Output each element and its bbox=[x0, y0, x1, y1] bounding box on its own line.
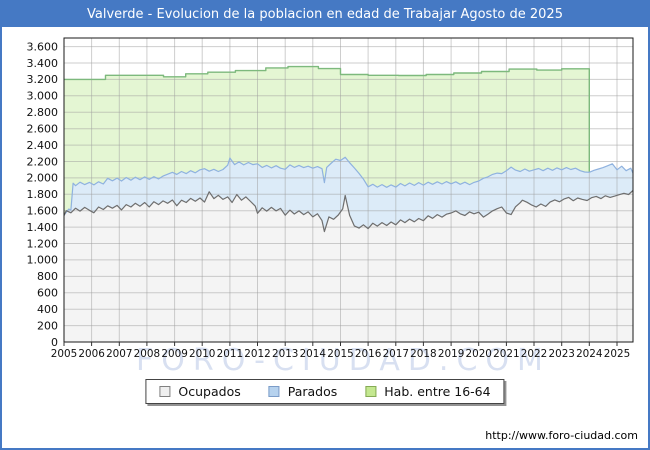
svg-text:3.200: 3.200 bbox=[27, 73, 59, 86]
svg-text:2022: 2022 bbox=[521, 348, 547, 360]
svg-text:2.600: 2.600 bbox=[27, 123, 59, 136]
svg-text:2014: 2014 bbox=[300, 348, 327, 360]
page-title: Valverde - Evolucion de la poblacion en … bbox=[2, 2, 648, 27]
legend-item-parados[interactable]: Parados bbox=[268, 384, 338, 399]
svg-text:0: 0 bbox=[51, 336, 58, 349]
svg-text:2008: 2008 bbox=[134, 348, 160, 360]
svg-text:2023: 2023 bbox=[548, 348, 574, 360]
svg-text:600: 600 bbox=[37, 287, 58, 300]
parados-swatch-icon bbox=[268, 386, 280, 397]
svg-text:1.600: 1.600 bbox=[27, 205, 59, 218]
svg-text:200: 200 bbox=[37, 319, 58, 332]
svg-text:3.400: 3.400 bbox=[27, 57, 59, 70]
svg-text:2011: 2011 bbox=[217, 348, 243, 360]
svg-text:2020: 2020 bbox=[465, 348, 491, 360]
svg-text:2021: 2021 bbox=[493, 348, 519, 360]
svg-text:2010: 2010 bbox=[189, 348, 215, 360]
legend-item-ocupados[interactable]: Ocupados bbox=[159, 384, 241, 399]
svg-text:400: 400 bbox=[37, 303, 58, 316]
svg-text:2017: 2017 bbox=[383, 348, 409, 360]
svg-text:2009: 2009 bbox=[161, 348, 187, 360]
legend-label-hab-16-64: Hab. entre 16-64 bbox=[384, 384, 491, 399]
svg-text:2012: 2012 bbox=[244, 348, 270, 360]
svg-text:1.400: 1.400 bbox=[27, 221, 59, 234]
svg-text:3.000: 3.000 bbox=[27, 90, 59, 103]
svg-text:2.200: 2.200 bbox=[27, 155, 59, 168]
footer-url-link[interactable]: http://www.foro-ciudad.com bbox=[485, 429, 638, 442]
svg-text:2.800: 2.800 bbox=[27, 106, 59, 119]
svg-text:1.200: 1.200 bbox=[27, 237, 59, 250]
legend: Ocupados Parados Hab. entre 16-64 bbox=[145, 379, 505, 404]
svg-text:800: 800 bbox=[37, 270, 58, 283]
svg-text:3.600: 3.600 bbox=[27, 40, 59, 53]
svg-text:2.400: 2.400 bbox=[27, 139, 59, 152]
svg-text:1.000: 1.000 bbox=[27, 254, 59, 267]
svg-text:2006: 2006 bbox=[78, 348, 104, 360]
legend-item-hab-16-64[interactable]: Hab. entre 16-64 bbox=[365, 384, 491, 399]
svg-text:2024: 2024 bbox=[576, 348, 603, 360]
svg-text:2015: 2015 bbox=[327, 348, 353, 360]
svg-text:2019: 2019 bbox=[438, 348, 464, 360]
legend-label-ocupados: Ocupados bbox=[178, 384, 241, 399]
svg-text:2018: 2018 bbox=[410, 348, 436, 360]
hab-16-64-swatch-icon bbox=[365, 386, 377, 397]
svg-text:1.800: 1.800 bbox=[27, 188, 59, 201]
svg-text:2016: 2016 bbox=[355, 348, 381, 360]
svg-text:2005: 2005 bbox=[51, 348, 77, 360]
svg-text:2007: 2007 bbox=[106, 348, 132, 360]
ocupados-swatch-icon bbox=[159, 386, 171, 397]
svg-text:2025: 2025 bbox=[604, 348, 630, 360]
svg-text:2013: 2013 bbox=[272, 348, 298, 360]
foro-ciudad-watermark: FORO-CIUDAD.COM bbox=[136, 343, 551, 378]
svg-text:2.000: 2.000 bbox=[27, 172, 59, 185]
legend-label-parados: Parados bbox=[287, 384, 338, 399]
